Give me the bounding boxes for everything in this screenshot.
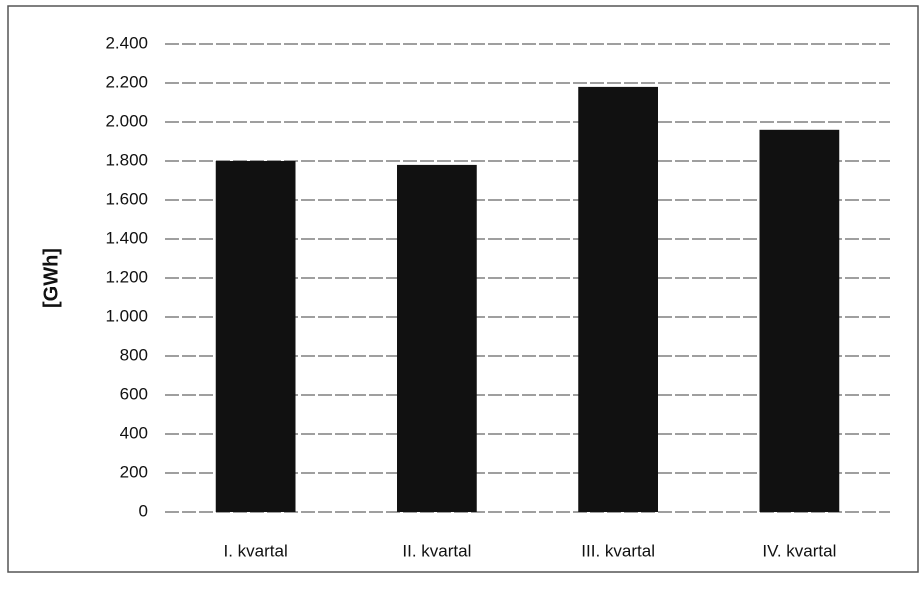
y-tick-label: 2.200: [105, 72, 148, 91]
x-tick-label: II. kvartal: [402, 541, 471, 560]
y-tick-label: 800: [120, 345, 148, 364]
y-tick-label: 1.600: [105, 189, 148, 208]
y-tick-label: 200: [120, 462, 148, 481]
bar: [215, 161, 296, 512]
bar: [397, 164, 477, 512]
x-tick-label: I. kvartal: [224, 541, 288, 560]
y-tick-label: 2.400: [105, 33, 148, 52]
bar: [578, 86, 658, 513]
y-tick-label: 1.200: [105, 267, 148, 286]
x-tick-label: III. kvartal: [581, 541, 655, 560]
y-tick-label: 1.400: [105, 228, 148, 247]
x-tick-label: IV. kvartal: [762, 541, 836, 560]
bar: [759, 129, 840, 513]
y-axis-label: [GWh]: [40, 248, 62, 308]
y-tick-label: 1.000: [105, 306, 148, 325]
y-tick-label: 400: [120, 423, 148, 442]
y-tick-label: 1.800: [105, 150, 148, 169]
y-tick-label: 600: [120, 384, 148, 403]
y-tick-label: 2.000: [105, 111, 148, 130]
y-tick-label: 0: [139, 501, 148, 520]
